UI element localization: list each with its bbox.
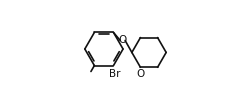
- Text: O: O: [137, 69, 145, 79]
- Text: O: O: [118, 35, 127, 45]
- Text: Br: Br: [109, 69, 120, 79]
